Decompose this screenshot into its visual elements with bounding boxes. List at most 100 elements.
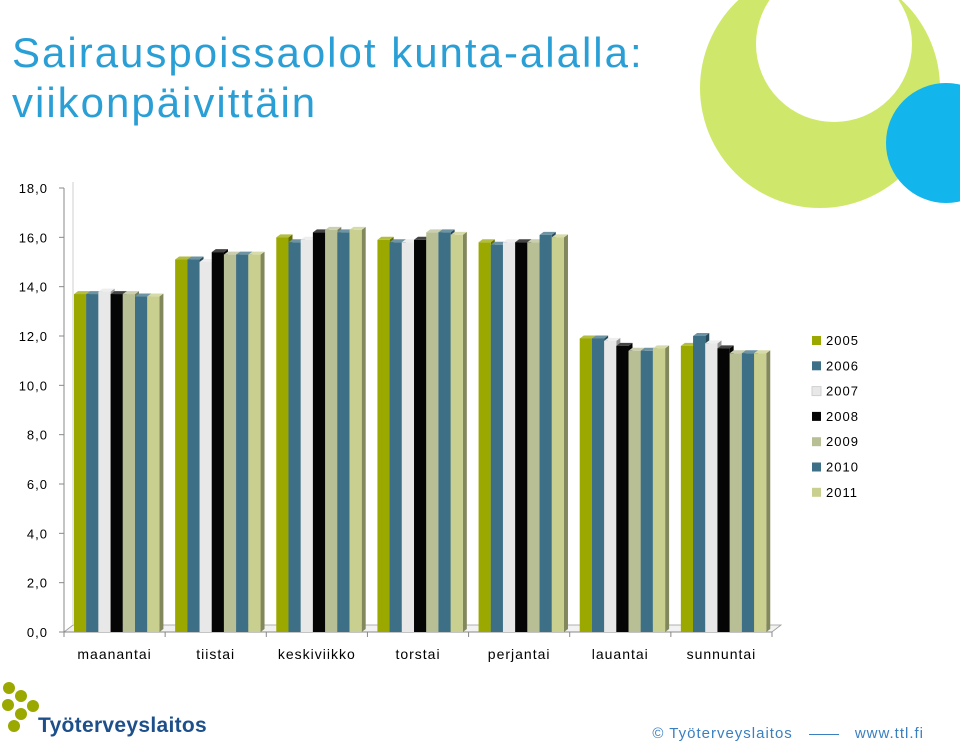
bar-top-2005 xyxy=(478,239,495,243)
bar-top-2008 xyxy=(717,345,734,349)
bar-2010 xyxy=(135,296,148,632)
bar-top-2011 xyxy=(551,234,568,238)
x-category-label: maanantai xyxy=(77,646,151,662)
y-tick-label: 16,0 xyxy=(19,230,48,245)
bar-2008 xyxy=(110,294,123,632)
bar-top-2006 xyxy=(591,335,609,339)
footer-url[interactable]: www.ttl.fi xyxy=(854,725,924,742)
bar-2007 xyxy=(199,262,212,632)
legend-swatch-2009 xyxy=(812,437,821,447)
logo-dot xyxy=(15,708,27,720)
bar-2007 xyxy=(401,242,415,632)
bar-top-2006 xyxy=(288,239,305,243)
y-tick-label: 0,0 xyxy=(27,625,48,640)
legend-label-2010: 2010 xyxy=(826,460,859,475)
bar-top-2007 xyxy=(199,259,216,262)
logo-dot xyxy=(8,720,20,732)
bar-top-2007 xyxy=(705,340,722,344)
legend-label-2007: 2007 xyxy=(826,384,859,399)
bar-top-2007 xyxy=(300,236,317,240)
bar-2005 xyxy=(276,237,289,633)
legend-swatch-2008 xyxy=(812,411,821,421)
legend-label-2005: 2005 xyxy=(826,333,859,348)
bar-top-2009 xyxy=(628,347,645,351)
bar-2009 xyxy=(223,254,237,632)
logo-dot xyxy=(15,690,27,702)
bar-top-2005 xyxy=(74,291,91,295)
bar-2007 xyxy=(300,239,313,633)
bar-top-2007 xyxy=(604,337,621,341)
bar-2006 xyxy=(591,338,605,632)
legend-swatch-2010 xyxy=(812,462,821,472)
bar-top-2008 xyxy=(110,291,127,295)
bar-top-2011 xyxy=(754,350,771,354)
bar-2009 xyxy=(122,294,135,632)
bar-2010 xyxy=(438,232,451,632)
bar-top-2011 xyxy=(248,251,265,255)
bar-top-2011 xyxy=(450,231,467,235)
bar-top-2009 xyxy=(729,350,746,354)
bar-top-2011 xyxy=(652,345,670,349)
bar-2008 xyxy=(515,242,528,632)
bar-top-2009 xyxy=(527,239,544,243)
bar-top-2011 xyxy=(349,226,366,230)
bar-2005 xyxy=(377,239,390,633)
bar-2008 xyxy=(717,348,730,632)
x-category-label: keskiviikko xyxy=(278,646,356,662)
bar-top-2010 xyxy=(236,251,253,255)
bar-2009 xyxy=(527,242,540,632)
bar-top-2008 xyxy=(515,239,532,243)
bar-side-2011 xyxy=(260,251,265,632)
bar-2009 xyxy=(325,229,338,632)
bar-2011 xyxy=(450,234,463,632)
footer-copyright: © Työterveyslaitos xyxy=(652,725,793,742)
bar-top-2011 xyxy=(147,293,164,297)
bar-2005 xyxy=(478,242,491,632)
bar-top-2010 xyxy=(640,347,657,351)
bar-top-2006 xyxy=(389,239,406,243)
footer-separator xyxy=(808,733,839,735)
bar-side-2011 xyxy=(159,293,164,632)
bar-top-2009 xyxy=(122,291,139,295)
bar-2005 xyxy=(680,345,694,632)
bar-top-2006 xyxy=(693,333,710,336)
bar-2010 xyxy=(236,254,249,632)
page-title: Sairauspoissaolot kunta-alalla: viikonpä… xyxy=(12,28,644,128)
legend-label-2006: 2006 xyxy=(826,358,859,373)
blue-circle-shape xyxy=(886,83,960,203)
legend-swatch-2006 xyxy=(812,361,821,371)
bar-top-2009 xyxy=(223,251,241,255)
bar-2011 xyxy=(248,254,261,632)
y-tick-label: 6,0 xyxy=(27,477,48,492)
y-tick-label: 10,0 xyxy=(19,378,48,393)
x-category-label: torstai xyxy=(395,646,440,662)
bar-side-2011 xyxy=(766,350,771,632)
bar-2011 xyxy=(754,353,767,632)
bar-top-2008 xyxy=(312,229,330,233)
bar-side-2011 xyxy=(665,345,670,632)
x-category-label: tiistai xyxy=(196,646,235,662)
bar-2008 xyxy=(312,232,326,632)
bar-top-2008 xyxy=(414,236,431,240)
footer: © Työterveyslaitos www.ttl.fi xyxy=(652,725,924,742)
bar-2010 xyxy=(539,234,552,632)
bar-2009 xyxy=(426,232,439,632)
bar-2008 xyxy=(211,252,224,632)
bar-top-2010 xyxy=(337,229,354,233)
legend-label-2008: 2008 xyxy=(826,409,859,424)
bar-top-2005 xyxy=(377,236,394,240)
bar-top-2008 xyxy=(211,249,228,253)
bar-2010 xyxy=(337,232,350,632)
legend-swatch-2005 xyxy=(812,336,821,345)
bar-top-2006 xyxy=(86,291,103,295)
logo-dot xyxy=(27,700,39,712)
bar-2007 xyxy=(705,343,718,632)
bar-2007 xyxy=(502,242,516,632)
bar-2006 xyxy=(490,244,503,632)
logo-wordmark: Työterveyslaitos xyxy=(38,714,207,737)
bar-2005 xyxy=(175,259,188,632)
bar-top-2007 xyxy=(98,288,115,292)
bar-2006 xyxy=(187,259,200,632)
y-tick-label: 2,0 xyxy=(27,576,48,591)
